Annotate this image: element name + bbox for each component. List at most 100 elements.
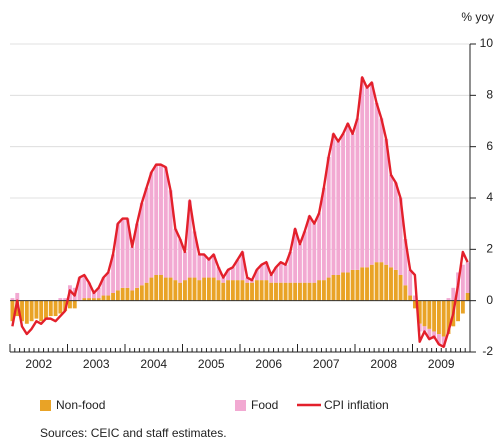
bar [96, 287, 101, 299]
bar [298, 244, 302, 283]
bar [274, 267, 278, 283]
bar [53, 300, 58, 317]
x-tick-label: 2006 [255, 357, 282, 371]
bar [135, 287, 139, 301]
bar [355, 118, 360, 270]
bar [240, 280, 245, 301]
bar [341, 133, 346, 273]
bar [278, 282, 283, 301]
bar [288, 251, 293, 283]
bar [379, 262, 384, 301]
bar [58, 300, 63, 314]
bar [374, 262, 379, 301]
bar [168, 277, 173, 301]
x-tick-label: 2004 [140, 357, 167, 371]
bar [230, 267, 235, 281]
bar [139, 285, 144, 301]
bar [293, 228, 298, 283]
bar [408, 295, 413, 301]
bar [312, 223, 317, 283]
bar [216, 267, 221, 281]
bar [58, 298, 63, 301]
bar [115, 290, 120, 301]
bar [68, 300, 72, 309]
bar [87, 298, 92, 301]
bar [10, 298, 15, 301]
bar [125, 287, 130, 301]
bar [216, 280, 221, 301]
bar [192, 231, 197, 278]
x-tick-label: 2008 [370, 357, 397, 371]
bar [115, 223, 120, 291]
bar [226, 280, 231, 301]
bar [360, 267, 365, 301]
y-tick-label: 6 [486, 139, 493, 153]
bar [369, 264, 374, 301]
bar [10, 300, 15, 322]
bar [91, 298, 96, 301]
bar [312, 282, 317, 301]
bar [384, 138, 389, 265]
bar [408, 269, 413, 296]
bar [254, 280, 259, 301]
bar [269, 275, 274, 283]
x-tick-label: 2002 [25, 357, 52, 371]
bar [120, 287, 125, 301]
bar [451, 287, 456, 301]
bar [72, 300, 77, 309]
bar [235, 280, 240, 301]
y-axis-label: % yoy [461, 10, 494, 24]
bar [111, 254, 116, 293]
bar [101, 295, 106, 301]
bar [302, 282, 307, 301]
bar [427, 328, 432, 340]
bar [144, 187, 149, 283]
bar [274, 282, 278, 301]
bar [34, 300, 39, 319]
legend-swatch [40, 400, 51, 411]
bar [120, 218, 125, 288]
bar [111, 292, 116, 301]
bar [259, 264, 264, 281]
bar [245, 277, 250, 283]
bar [206, 259, 211, 278]
bar [77, 277, 82, 301]
bar [350, 133, 355, 270]
bar [178, 282, 183, 301]
bar [106, 272, 111, 296]
bar [168, 190, 173, 278]
bar [15, 292, 20, 301]
bar [135, 223, 139, 288]
bar [202, 277, 207, 301]
bar [24, 300, 29, 324]
bar [446, 300, 451, 335]
bar [369, 82, 374, 265]
bar [106, 295, 111, 301]
bar [125, 218, 130, 288]
bar [350, 269, 355, 301]
bar [264, 280, 269, 301]
bar [403, 239, 408, 286]
bar [317, 280, 322, 301]
bar [389, 267, 393, 301]
bar [230, 280, 235, 301]
bar [159, 164, 163, 275]
bar [302, 231, 307, 283]
bar [436, 300, 441, 335]
bar [446, 298, 451, 301]
bar [39, 300, 44, 322]
bar [87, 282, 92, 299]
bar [240, 251, 245, 281]
bar [211, 254, 216, 278]
bar [159, 275, 163, 301]
y-tick-label: 2 [486, 242, 493, 256]
bar [96, 298, 101, 301]
bar [365, 267, 369, 301]
bar [293, 282, 298, 301]
source: Sources: CEIC and staff estimates. [40, 426, 227, 440]
x-tick-label: 2005 [198, 357, 225, 371]
bar [336, 141, 341, 275]
bar [206, 277, 211, 301]
bar [441, 300, 446, 337]
y-tick-label: -2 [482, 344, 493, 358]
